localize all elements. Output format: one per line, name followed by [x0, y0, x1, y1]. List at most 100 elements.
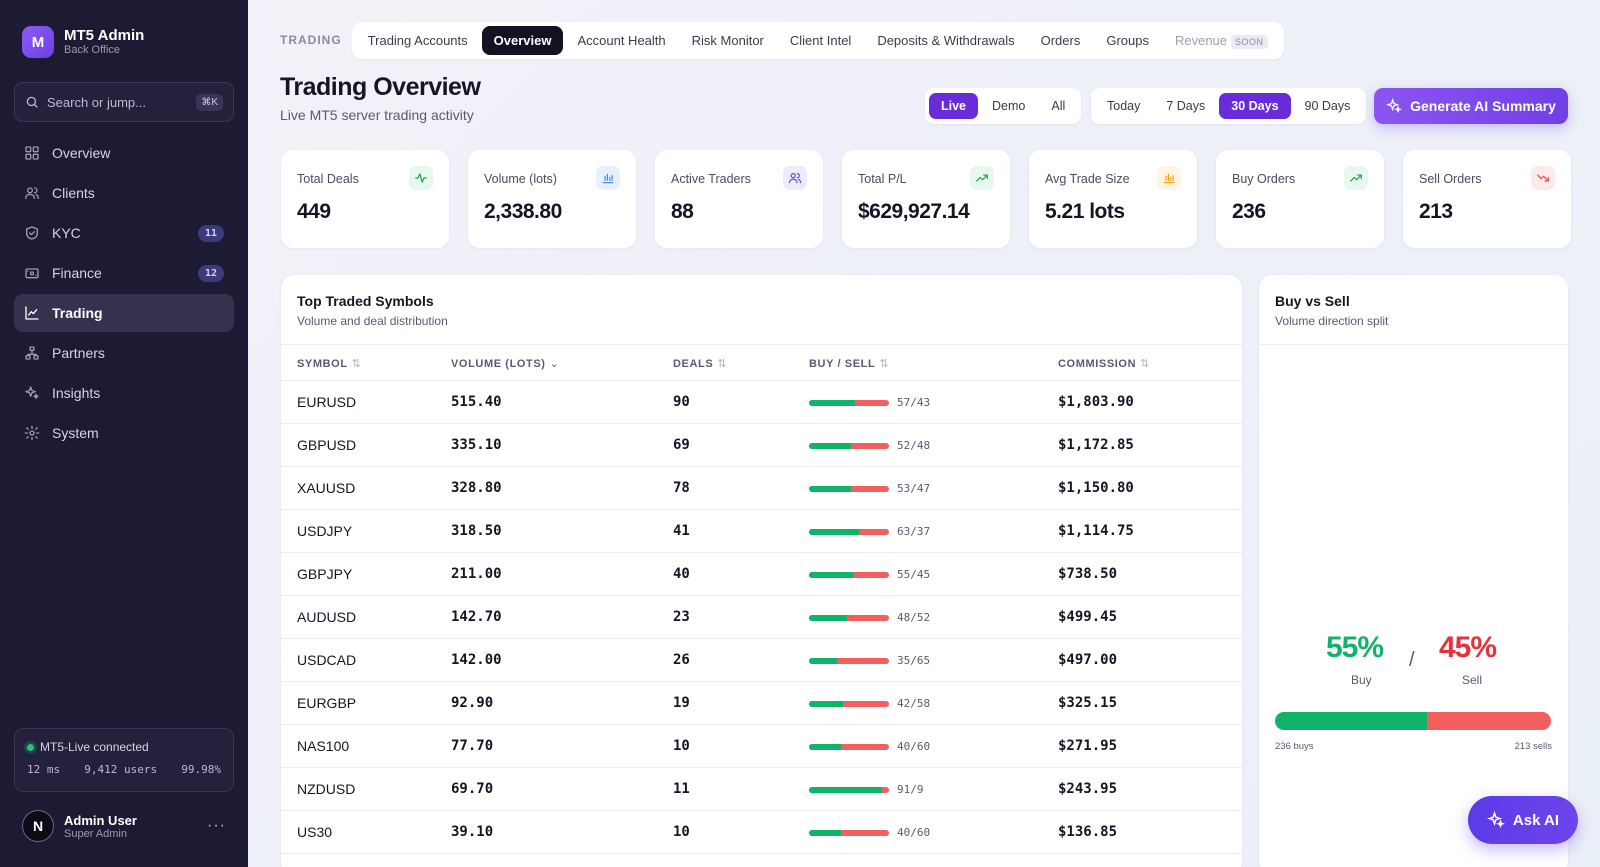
- buy-fill: [809, 701, 843, 707]
- tab-overview[interactable]: Overview: [481, 25, 564, 55]
- sidebar-item-finance[interactable]: Finance 12: [14, 254, 234, 292]
- col-volume[interactable]: VOLUME (LOTS) ⌄: [451, 358, 560, 370]
- search-icon: [26, 96, 38, 108]
- buy-sell-ratio: 35/65: [897, 654, 931, 667]
- tab-revenue[interactable]: Revenue SOON: [1163, 26, 1280, 55]
- buy-sell-bar: [809, 529, 889, 535]
- deals-cell: 78: [673, 480, 690, 496]
- env-option-live[interactable]: Live: [929, 93, 979, 119]
- sidebar-item-kyc[interactable]: KYC 11: [14, 214, 234, 252]
- tab-groups[interactable]: Groups: [1106, 32, 1149, 48]
- deals-cell: 26: [673, 652, 690, 668]
- table-row[interactable]: AUDUSD 142.70 23 48/52 $499.45: [281, 596, 1242, 639]
- gear-icon: [24, 425, 40, 441]
- kpi-card-volume-lots[interactable]: Volume (lots) 2,338.80: [468, 150, 636, 248]
- search-placeholder[interactable]: Search or jump...: [47, 94, 146, 110]
- sell-count: 213 sells: [1514, 741, 1553, 752]
- table-row[interactable]: USDJPY 318.50 41 63/37 $1,114.75: [281, 510, 1242, 553]
- col-buy-sell[interactable]: BUY / SELL ⇅: [809, 358, 890, 370]
- panel-title: Top Traded Symbols: [297, 293, 434, 309]
- trending-up-icon: [1344, 166, 1368, 190]
- kpi-card-buy-orders[interactable]: Buy Orders 236: [1216, 150, 1384, 248]
- page-title: Trading Overview: [280, 73, 481, 101]
- brand-logo: M: [22, 26, 54, 58]
- table-row[interactable]: EURGBP 92.90 19 42/58 $325.15: [281, 682, 1242, 725]
- range-option-today[interactable]: Today: [1107, 99, 1141, 113]
- sidebar-item-partners[interactable]: Partners: [14, 334, 234, 372]
- volume-cell: 328.80: [451, 480, 502, 496]
- symbol-cell: NAS100: [297, 738, 350, 754]
- date-range-filter: Today 7 Days 30 Days 90 Days: [1091, 88, 1367, 124]
- table-row[interactable]: USDCAD 142.00 26 35/65 $497.00: [281, 639, 1242, 682]
- buy-sell-split-bar: [1275, 712, 1551, 730]
- col-symbol[interactable]: SYMBOL ⇅: [297, 358, 362, 370]
- symbol-cell: USDCAD: [297, 652, 357, 668]
- kpi-value: 5.21 lots: [1045, 200, 1125, 223]
- sidebar-item-label: Partners: [52, 345, 105, 361]
- wallet-icon: [24, 265, 40, 281]
- tab-client-intel[interactable]: Client Intel: [789, 32, 852, 48]
- search-box[interactable]: Search or jump... ⌘K: [14, 82, 234, 122]
- tab-deposits-withdrawals[interactable]: Deposits & Withdrawals: [877, 32, 1015, 48]
- table-row[interactable]: EURUSD 515.40 90 57/43 $1,803.90: [281, 381, 1242, 424]
- tab-orders[interactable]: Orders: [1040, 32, 1081, 48]
- more-icon[interactable]: ···: [207, 817, 226, 834]
- table-row[interactable]: GBPJPY 211.00 40 55/45 $738.50: [281, 553, 1242, 596]
- sidebar-item-label: KYC: [52, 225, 81, 241]
- user-role: Super Admin: [64, 827, 127, 840]
- search-shortcut: ⌘K: [196, 93, 223, 111]
- env-option-all[interactable]: All: [1051, 99, 1066, 113]
- tab-trading-accounts[interactable]: Trading Accounts: [367, 32, 468, 48]
- commission-cell: $271.95: [1058, 738, 1118, 754]
- table-header: SYMBOL ⇅ VOLUME (LOTS) ⌄ DEALS ⇅ BUY / SELL…: [281, 344, 1242, 381]
- volume-cell: 77.70: [451, 738, 494, 754]
- kpi-card-total-deals[interactable]: Total Deals 449: [281, 150, 449, 248]
- col-commission[interactable]: COMMISSION ⇅: [1058, 358, 1150, 370]
- table-row[interactable]: NZDUSD 69.70 11 91/9 $243.95: [281, 768, 1242, 811]
- sidebar: M MT5 Admin Back Office Search or jump..…: [0, 0, 248, 867]
- brand[interactable]: M MT5 Admin Back Office: [22, 26, 144, 58]
- buy-sell-ratio: 52/48: [897, 439, 931, 452]
- range-option-90-days[interactable]: 90 Days: [1304, 99, 1351, 113]
- sidebar-item-clients[interactable]: Clients: [14, 174, 234, 212]
- deals-cell: 23: [673, 609, 690, 625]
- kpi-label: Buy Orders: [1232, 172, 1296, 186]
- commission-cell: $1,172.85: [1058, 437, 1134, 453]
- tab-account-health[interactable]: Account Health: [577, 32, 666, 48]
- buy-fill: [809, 400, 855, 406]
- col-deals[interactable]: DEALS ⇅: [673, 358, 728, 370]
- deals-cell: 11: [673, 781, 690, 797]
- sidebar-item-insights[interactable]: Insights: [14, 374, 234, 412]
- sell-label: Sell: [1462, 673, 1483, 687]
- kpi-card-sell-orders[interactable]: Sell Orders 213: [1403, 150, 1571, 248]
- sell-percentage: 45%: [1439, 631, 1497, 664]
- sidebar-item-overview[interactable]: Overview: [14, 134, 234, 172]
- generate-ai-summary-button[interactable]: Generate AI Summary: [1374, 88, 1568, 124]
- table-row[interactable]: US30 39.10 10 40/60 $136.85: [281, 811, 1242, 854]
- buy-count: 236 buys: [1275, 741, 1314, 752]
- ask-ai-button[interactable]: Ask AI: [1468, 796, 1578, 844]
- buy-fill: [809, 443, 851, 449]
- table-row[interactable]: GBPUSD 335.10 69 52/48 $1,172.85: [281, 424, 1242, 467]
- range-option-7-days[interactable]: 7 Days: [1166, 99, 1206, 113]
- buy-sell-bar: [809, 830, 889, 836]
- table-row[interactable]: NAS100 77.70 10 40/60 $271.95: [281, 725, 1242, 768]
- kpi-card-active-traders[interactable]: Active Traders 88: [655, 150, 823, 248]
- range-option-30-days[interactable]: 30 Days: [1219, 93, 1291, 119]
- kpi-card-total-p-l[interactable]: Total P/L $629,927.14: [842, 150, 1010, 248]
- symbol-cell: NZDUSD: [297, 781, 356, 797]
- env-option-demo[interactable]: Demo: [992, 99, 1026, 113]
- tab-risk-monitor[interactable]: Risk Monitor: [691, 32, 764, 48]
- sidebar-badge: 11: [197, 224, 224, 242]
- symbol-cell: EURGBP: [297, 695, 357, 711]
- buy-sell-ratio: 40/60: [897, 740, 931, 753]
- kpi-value: 2,338.80: [484, 200, 562, 223]
- user-profile[interactable]: N Admin User Super Admin ···: [22, 810, 226, 842]
- commission-cell: $243.95: [1058, 781, 1118, 797]
- brand-subtitle: Back Office: [64, 44, 121, 56]
- sidebar-item-trading[interactable]: Trading: [14, 294, 234, 332]
- table-row[interactable]: XAUUSD 328.80 78 53/47 $1,150.80: [281, 467, 1242, 510]
- sidebar-nav: Overview Clients KYC 11 Finance 12 Trading Part…: [14, 134, 234, 454]
- sidebar-item-system[interactable]: System: [14, 414, 234, 452]
- kpi-card-avg-trade-size[interactable]: Avg Trade Size 5.21 lots: [1029, 150, 1197, 248]
